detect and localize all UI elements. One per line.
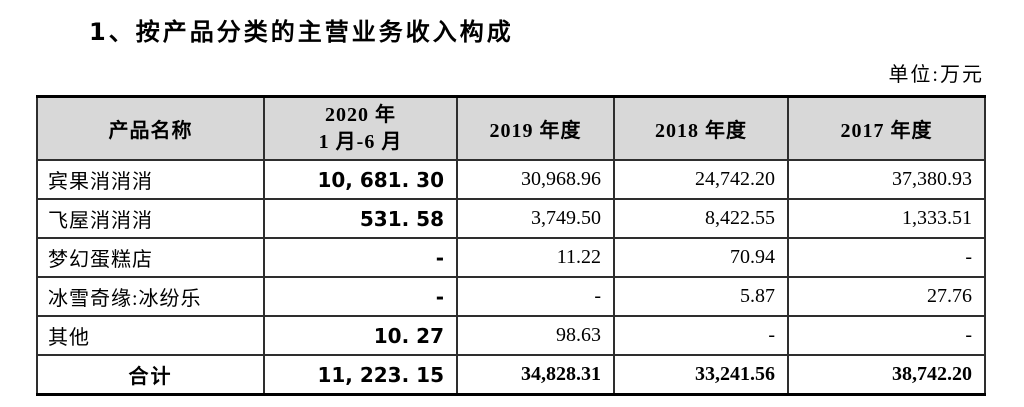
total-row: 合计 11, 223. 15 34,828.31 33,241.56 38,74… — [36, 354, 986, 396]
product-name: 梦幻蛋糕店 — [36, 237, 265, 278]
product-name: 冰雪奇缘:冰纷乐 — [36, 276, 265, 317]
table-row: 冰雪奇缘:冰纷乐 - - 5.87 27.76 — [36, 276, 986, 317]
table-row: 其他 10. 27 98.63 - - — [36, 315, 986, 356]
total-2017: 38,742.20 — [787, 354, 986, 396]
value-2019: - — [456, 276, 615, 317]
total-label: 合计 — [36, 354, 265, 396]
value-2017: 27.76 — [787, 276, 986, 317]
unit-label: 单位:万元 — [888, 64, 984, 86]
value-2019: 98.63 — [456, 315, 615, 356]
value-2018: 70.94 — [613, 237, 789, 278]
value-2020: 10, 681. 30 — [263, 159, 458, 200]
product-name: 宾果消消消 — [36, 159, 265, 200]
value-2020: - — [263, 237, 458, 278]
total-2018: 33,241.56 — [613, 354, 789, 396]
header-2020-line2: 1 月-6 月 — [318, 130, 403, 153]
value-2019: 11.22 — [456, 237, 615, 278]
header-2020-line1: 2020 年 — [325, 103, 396, 126]
value-2017: 1,333.51 — [787, 198, 986, 239]
header-2018: 2018 年度 — [613, 95, 789, 161]
header-2020-period: 2020 年 1 月-6 月 — [263, 95, 458, 161]
value-2019: 3,749.50 — [456, 198, 615, 239]
header-2017: 2017 年度 — [787, 95, 986, 161]
page-title: 1、按产品分类的主营业务收入构成 — [89, 18, 514, 46]
value-2020: - — [263, 276, 458, 317]
revenue-by-product-table: 产品名称 2020 年 1 月-6 月 2019 年度 2018 年度 2017… — [36, 95, 986, 396]
product-name: 其他 — [36, 315, 265, 356]
header-product-name: 产品名称 — [36, 95, 265, 161]
value-2019: 30,968.96 — [456, 159, 615, 200]
product-name: 飞屋消消消 — [36, 198, 265, 239]
value-2018: 5.87 — [613, 276, 789, 317]
total-2020: 11, 223. 15 — [263, 354, 458, 396]
table-row: 梦幻蛋糕店 - 11.22 70.94 - — [36, 237, 986, 278]
table-row: 飞屋消消消 531. 58 3,749.50 8,422.55 1,333.51 — [36, 198, 986, 239]
value-2020: 531. 58 — [263, 198, 458, 239]
value-2018: - — [613, 315, 789, 356]
header-2019: 2019 年度 — [456, 95, 615, 161]
table-row: 宾果消消消 10, 681. 30 30,968.96 24,742.20 37… — [36, 159, 986, 200]
total-2019: 34,828.31 — [456, 354, 615, 396]
value-2018: 24,742.20 — [613, 159, 789, 200]
value-2020: 10. 27 — [263, 315, 458, 356]
value-2017: - — [787, 315, 986, 356]
value-2018: 8,422.55 — [613, 198, 789, 239]
value-2017: - — [787, 237, 986, 278]
table-header-row: 产品名称 2020 年 1 月-6 月 2019 年度 2018 年度 2017… — [36, 95, 986, 161]
value-2017: 37,380.93 — [787, 159, 986, 200]
